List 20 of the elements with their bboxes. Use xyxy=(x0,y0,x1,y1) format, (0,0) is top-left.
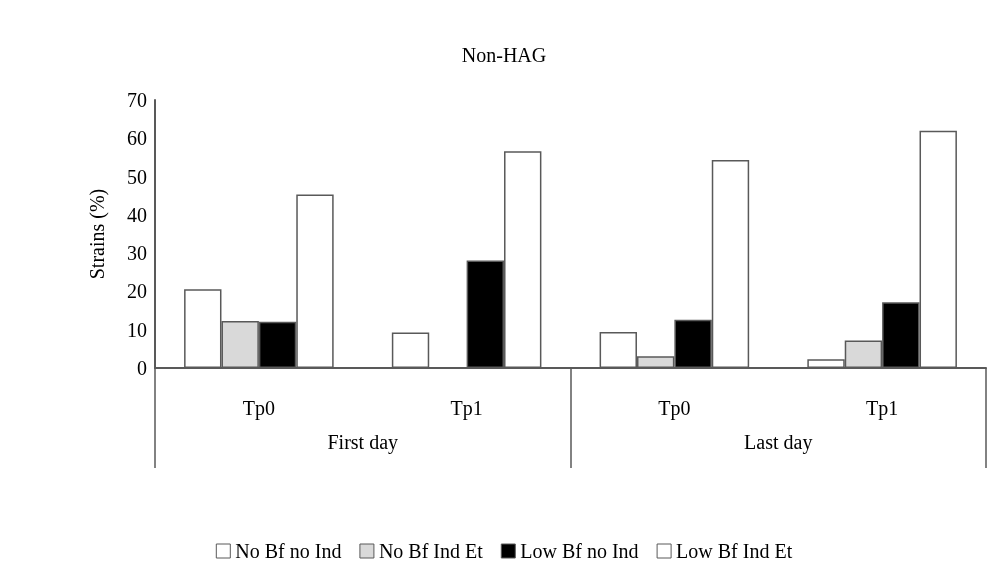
y-tick-label: 40 xyxy=(127,203,147,226)
y-tick-label: 50 xyxy=(127,165,147,188)
x-tick-label: Tp0 xyxy=(242,397,275,420)
text: Last day xyxy=(744,431,813,454)
y-tick-label: 20 xyxy=(127,280,147,303)
y-tick-label: 0 xyxy=(137,357,147,379)
y-tick-label: 10 xyxy=(127,318,147,341)
x-tick-label: Tp1 xyxy=(866,397,899,420)
chart-title: Non-HAG xyxy=(461,44,547,66)
legend-label: Low Bf Ind Et xyxy=(676,540,793,562)
legend-label: No Bf Ind Et xyxy=(378,540,484,562)
x-tick-label: Tp0 xyxy=(658,397,691,420)
y-axis-title: Strains (%) xyxy=(86,188,109,280)
y-tick-label: 70 xyxy=(127,89,147,111)
legend-label: Low Bf no Ind xyxy=(520,540,639,562)
y-tick-label: 60 xyxy=(127,127,147,150)
y-tick-label: 30 xyxy=(127,242,147,265)
x-tick-label: Tp1 xyxy=(450,397,483,420)
text: First day xyxy=(327,431,399,454)
legend-label: No Bf no Ind xyxy=(235,540,342,562)
